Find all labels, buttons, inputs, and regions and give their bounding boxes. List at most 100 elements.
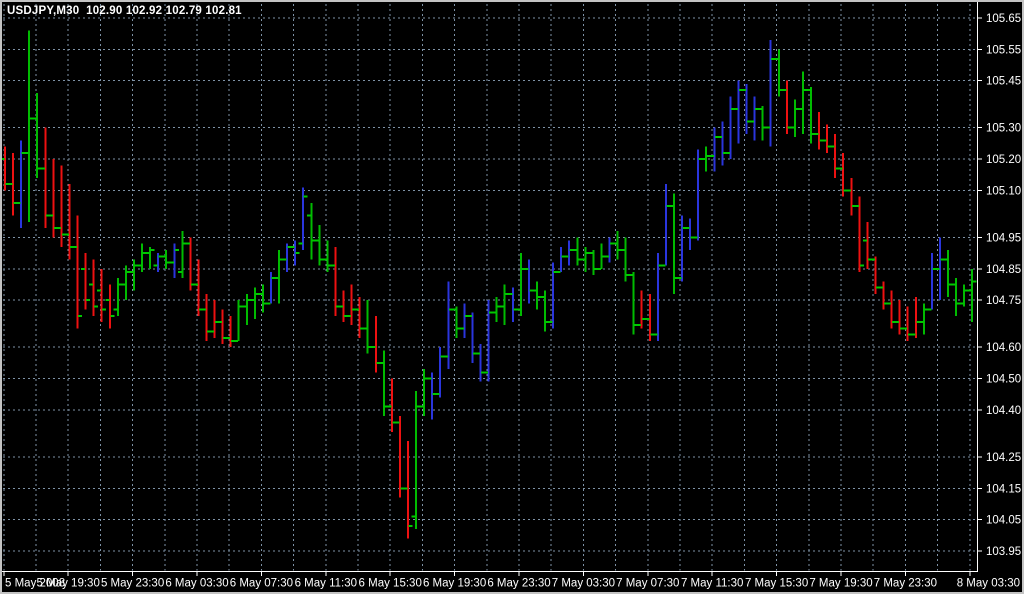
ohlc-bar (81, 253, 91, 310)
time-axis-label: 7 May 15:30 (745, 578, 808, 590)
ohlc-bar (282, 243, 292, 272)
ohlc-bar (443, 281, 453, 370)
ohlc-bar (951, 278, 961, 316)
chart-symbol-ohlc-label: USDJPY,M30 102.90 102.92 102.79 102.81 (7, 5, 242, 17)
ohlc-bar (822, 124, 832, 153)
ohlc-bar (218, 309, 228, 345)
ohlc-bar (242, 293, 252, 326)
price-axis-label: 105.10 (986, 185, 1021, 197)
ohlc-bar (137, 243, 147, 272)
time-axis-label: 6 May 23:30 (487, 578, 550, 590)
ohlc-bar (645, 293, 655, 341)
price-axis-label: 104.50 (986, 374, 1021, 386)
ohlc-bar (580, 246, 590, 272)
ohlc-bar (8, 152, 18, 216)
price-axis-label: 105.45 (986, 76, 1021, 88)
ohlc-bar (854, 196, 864, 272)
ohlc-bar (202, 293, 211, 341)
ohlc-bar (339, 290, 349, 323)
ohlc-bar (298, 187, 308, 250)
price-axis[interactable]: 105.65 105.55 105.45 105.30 105.20 105.10 104.… (977, 13, 1022, 558)
ohlc-bar (524, 259, 534, 304)
ohlc-bar (403, 441, 413, 539)
price-axis-label: 104.25 (986, 452, 1021, 464)
ohlc-bar (669, 193, 679, 294)
ohlc-bar (185, 237, 195, 291)
ohlc-bar (379, 350, 389, 417)
ohlc-bar (266, 271, 276, 305)
ohlc-bar (742, 83, 752, 134)
ohlc-bar (862, 221, 872, 269)
ohlc-bar (314, 224, 324, 266)
ohlc-bar (290, 240, 300, 266)
ohlc-bar (911, 297, 921, 338)
ohlc-bar (355, 297, 365, 338)
axis-lines (2, 2, 978, 572)
ohlc-bar (89, 259, 99, 316)
ohlc-bar (846, 177, 856, 216)
ohlc-bar (661, 184, 671, 267)
ohlc-bar (347, 284, 357, 326)
ohlc-bar (121, 265, 131, 301)
time-axis-label: 7 May 07:30 (616, 578, 679, 590)
ohlc-bar (758, 105, 768, 141)
time-axis-label: 5 May 23:30 (101, 578, 164, 590)
ohlc-bar (129, 259, 139, 291)
ohlc-bar (363, 300, 373, 354)
time-axis-label: 5 May 2008 (5, 578, 65, 590)
ohlc-bar (838, 152, 848, 197)
price-axis-label: 104.15 (986, 483, 1021, 495)
ohlc-bar (629, 271, 639, 335)
ohlc-bar (177, 231, 187, 279)
ohlc-bar (306, 202, 316, 260)
ohlc-bar (653, 253, 663, 341)
ohlc-bar (387, 378, 397, 432)
ohlc-bar (766, 39, 776, 147)
ohlc-bar (588, 249, 598, 276)
grid-lines (3, 4, 977, 571)
ohlc-bar (806, 86, 816, 144)
price-axis-label: 104.75 (986, 295, 1021, 307)
ohlc-bar (943, 249, 953, 298)
ohlc-bar (548, 262, 558, 329)
ohlc-bar (451, 306, 461, 338)
time-axis-label: 6 May 15:30 (359, 578, 422, 590)
ohlc-bar (226, 315, 236, 348)
ohlc-bar (113, 278, 123, 316)
ohlc-bar (210, 300, 220, 338)
ohlc-bar (596, 243, 606, 270)
ohlc-bar (685, 218, 695, 250)
price-axis-label: 105.20 (986, 154, 1021, 166)
ohlc-bar (895, 300, 905, 335)
ohlc-bar (419, 369, 429, 417)
ohlc-bar (371, 315, 381, 373)
ohlc-bar (613, 231, 623, 260)
ohlc-bar (750, 96, 760, 141)
ohlc-bar (161, 249, 171, 269)
ohlc-bar (870, 256, 880, 294)
ohlc-bar (105, 284, 115, 329)
ohlc-bar (621, 237, 631, 282)
time-axis-label: 7 May 11:30 (681, 578, 743, 590)
ohlc-bar (476, 344, 486, 382)
ohlc-bar (492, 297, 502, 323)
ohlc-bar (330, 246, 340, 316)
ohlc-bar (605, 237, 614, 263)
time-axis-label: 7 May 19:30 (809, 578, 872, 590)
ohlc-bar (64, 184, 74, 260)
ohlc-bar (16, 140, 26, 229)
ohlc-bar (73, 215, 83, 329)
ohlc-bar (830, 133, 840, 178)
ohlc-bar (709, 127, 719, 172)
ohlc-bar (484, 300, 494, 382)
ohlc-bar (459, 303, 469, 338)
ohlc-bar (250, 287, 260, 319)
ohlc-bar (24, 30, 34, 222)
ohlc-bar (234, 300, 244, 342)
ohlc-bar (500, 284, 510, 326)
time-axis-label: 6 May 11:30 (295, 578, 357, 590)
ohlc-bar (411, 391, 421, 530)
ohlc-bar (556, 246, 566, 273)
